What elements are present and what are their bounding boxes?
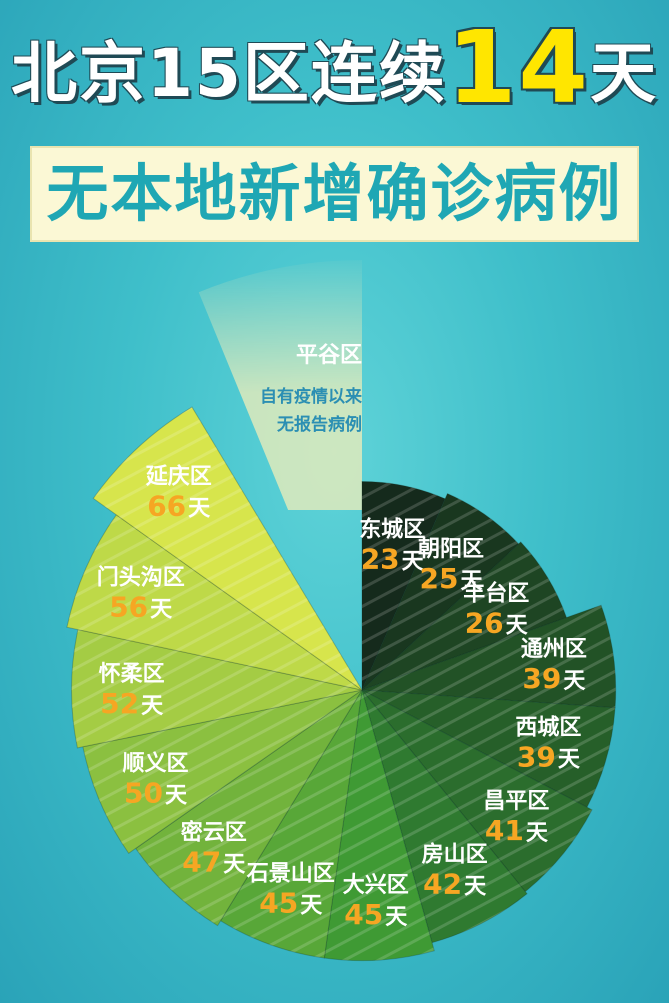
value-label: 26天	[465, 607, 529, 640]
value-label: 41天	[485, 814, 549, 847]
value-unit: 天	[223, 853, 246, 878]
category-label: 怀柔区	[99, 662, 165, 687]
pie-slice-stripes	[362, 690, 616, 808]
category-label: 东城区	[359, 517, 425, 543]
value-label: 66天	[147, 490, 211, 523]
value-unit: 天	[563, 669, 586, 694]
value-number: 25	[420, 562, 459, 595]
pie-slices	[66, 260, 617, 962]
value-number: 39	[522, 662, 561, 695]
value-unit: 天	[141, 694, 164, 719]
title-suffix: 天	[590, 35, 659, 112]
category-label: 密云区	[181, 820, 247, 846]
value-label: 47天	[182, 846, 246, 879]
category-label: 通州区	[521, 637, 587, 662]
value-number: 47	[182, 846, 221, 879]
value-unit: 天	[300, 893, 323, 918]
pie-slice-stripes	[362, 493, 519, 690]
pinggu-note-line: 无报告病例	[276, 414, 362, 435]
pinggu-label: 平谷区	[296, 343, 362, 368]
category-label: 大兴区	[343, 873, 409, 898]
value-label: 52天	[100, 687, 164, 720]
pie-slice-stripes	[324, 690, 435, 961]
value-unit: 天	[506, 614, 529, 639]
value-unit: 天	[558, 748, 581, 773]
value-label: 23天	[361, 543, 425, 576]
category-label: 延庆区	[145, 464, 212, 490]
value-number: 45	[259, 886, 298, 919]
pinggu-note-line: 自有疫情以来	[260, 386, 363, 407]
pie-slice-stripes	[82, 690, 363, 854]
value-unit: 天	[188, 497, 211, 522]
pie-slice-stripes	[362, 481, 446, 690]
value-unit: 天	[385, 905, 408, 930]
category-label: 西城区	[515, 715, 581, 741]
value-unit: 天	[402, 550, 425, 575]
category-label: 房山区	[422, 842, 488, 868]
value-label: 50天	[124, 777, 188, 810]
pie-slice-stripes	[362, 542, 567, 690]
value-unit: 天	[165, 784, 188, 809]
pie-slice-stripes	[362, 690, 527, 943]
subtitle: 无本地新增确诊病例	[46, 157, 623, 230]
pie-slice-stripes	[220, 690, 362, 958]
value-number: 52	[100, 687, 139, 720]
pie-labels: 东城区23天朝阳区25天丰台区26天通州区39天西城区39天昌平区41天房山区4…	[97, 343, 587, 931]
pie-slice-stripes	[93, 407, 363, 690]
value-number: 66	[147, 490, 186, 523]
value-number: 23	[361, 543, 400, 576]
category-label: 顺义区	[122, 752, 188, 777]
title-highlight-number: 14	[446, 9, 591, 126]
value-number: 41	[485, 814, 524, 847]
value-number: 26	[465, 607, 504, 640]
value-label: 56天	[109, 591, 173, 624]
value-number: 39	[517, 741, 556, 774]
pie-slice-stripes	[135, 690, 362, 926]
category-label: 门头沟区	[97, 565, 185, 591]
main-title: 北京15区连续14天	[0, 18, 669, 124]
pie-slice-pinggu	[198, 260, 362, 690]
category-label: 丰台区	[463, 581, 529, 607]
pie-slice-stripes	[362, 605, 616, 708]
title-prefix: 北京15区连续	[10, 35, 447, 112]
value-label: 45天	[344, 898, 408, 931]
value-unit: 天	[464, 875, 487, 900]
category-label: 昌平区	[483, 789, 549, 814]
value-label: 42天	[423, 868, 487, 901]
value-number: 45	[344, 898, 383, 931]
value-number: 42	[423, 868, 462, 901]
pie-slice-stripes	[362, 690, 592, 892]
value-number: 56	[109, 591, 148, 624]
value-label: 39天	[522, 662, 586, 695]
value-label: 45天	[259, 886, 323, 919]
value-unit: 天	[150, 598, 173, 623]
category-label: 石景山区	[246, 861, 335, 886]
category-label: 朝阳区	[418, 536, 484, 562]
subtitle-banner: 无本地新增确诊病例	[30, 146, 639, 242]
value-label: 25天	[420, 562, 484, 595]
pie-slice-stripes	[66, 514, 363, 690]
value-number: 50	[124, 777, 163, 810]
value-unit: 天	[526, 821, 549, 846]
value-label: 39天	[517, 741, 581, 774]
value-unit: 天	[460, 569, 483, 594]
pie-slice-stripes	[71, 629, 362, 748]
